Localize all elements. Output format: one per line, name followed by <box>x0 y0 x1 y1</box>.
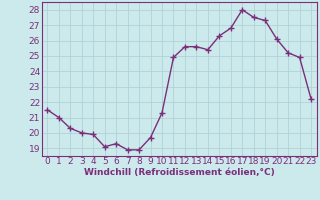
X-axis label: Windchill (Refroidissement éolien,°C): Windchill (Refroidissement éolien,°C) <box>84 168 275 177</box>
